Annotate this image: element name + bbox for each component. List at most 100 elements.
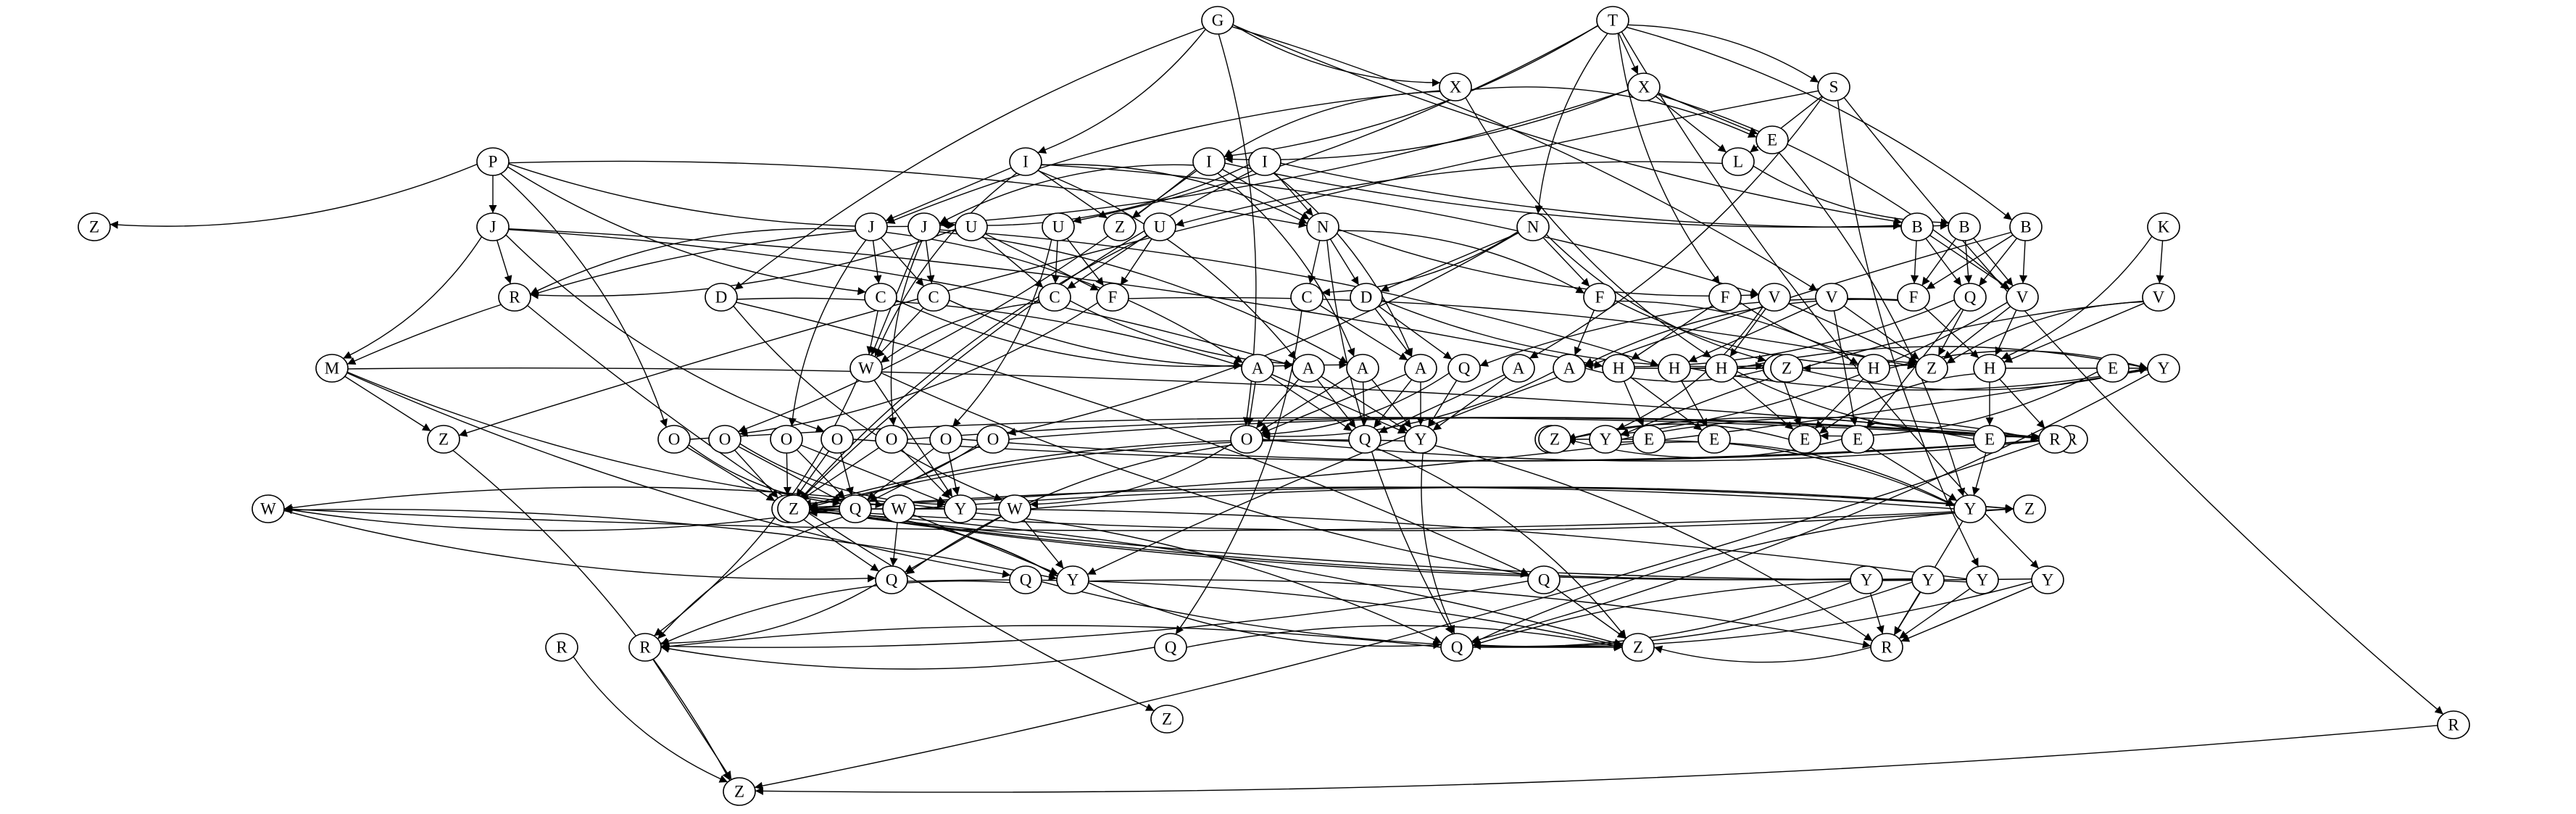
node-label: Z [439, 431, 449, 449]
graph-node: Z [78, 212, 111, 241]
node-label: R [509, 288, 520, 307]
graph-edge [1087, 231, 2011, 576]
graph-node: A [1292, 354, 1325, 383]
node-label: V [2016, 288, 2029, 307]
graph-edge [1427, 380, 1458, 428]
graph-node: Z [2013, 494, 2046, 523]
graph-node: Z [1150, 705, 1184, 734]
graph-edge [907, 417, 2056, 443]
graph-edge [1783, 381, 1802, 427]
graph-edge [733, 305, 1003, 502]
node-label: H [1868, 360, 1880, 378]
graph-node: A [1241, 354, 1274, 383]
graph-node: Q [1348, 425, 1382, 454]
graph-node: X [1439, 72, 1472, 101]
graph-edge [1866, 308, 1962, 428]
graph-node: Q [839, 494, 872, 523]
graph-node: O [820, 425, 854, 454]
graph-edge [1223, 25, 1598, 160]
graph-edge [1319, 304, 1408, 361]
graph-edge [1255, 378, 1300, 429]
graph-edge [1338, 228, 1759, 299]
graph-edge [1555, 588, 1626, 639]
graph-edge [573, 656, 728, 783]
node-ellipse [427, 425, 460, 454]
node-ellipse [1042, 212, 1075, 241]
node-ellipse [882, 494, 915, 523]
graph-edge [1088, 579, 1871, 649]
node-label: N [1527, 218, 1540, 236]
node-label: V [1769, 288, 1781, 307]
node-ellipse [476, 147, 510, 176]
node-ellipse [1404, 354, 1437, 383]
graph-node: Z [427, 425, 460, 454]
graph-edge [1655, 96, 1727, 153]
node-label: Y [2042, 571, 2054, 589]
graph-edge [1688, 303, 1818, 362]
node-label: H [1669, 360, 1681, 378]
node-ellipse [1658, 354, 1691, 383]
graph-edge [1321, 231, 1518, 296]
graph-edge [660, 580, 1529, 651]
graph-edge [1471, 373, 2150, 644]
graph-edge [1925, 238, 1962, 286]
graph-edge [1621, 440, 1955, 507]
node-label: R [2049, 431, 2061, 449]
graph-edge [939, 164, 1194, 224]
graph-edge [736, 297, 1242, 368]
node-label: H [1716, 360, 1728, 378]
node-label: A [1415, 360, 1427, 378]
node-ellipse [875, 425, 908, 454]
graph-edge [1910, 240, 1919, 284]
graph-node: U [1143, 212, 1176, 241]
node-label: Y [955, 500, 967, 518]
node-ellipse [1241, 354, 1274, 383]
graph-node: J [476, 212, 510, 241]
node-label: M [325, 360, 339, 378]
graph-edge [1972, 452, 1987, 496]
graph-edge [982, 236, 1044, 288]
node-ellipse [1096, 283, 1129, 312]
node-ellipse [1632, 425, 1666, 454]
graph-node: Z [1621, 633, 1655, 662]
graph-node: Y [1911, 565, 1945, 594]
graph-node: O [708, 425, 741, 454]
node-label: U [1052, 218, 1065, 236]
graph-edge [949, 299, 1293, 370]
node-label: Z [1927, 360, 1937, 378]
node-ellipse [252, 494, 285, 523]
node-label: V [1826, 288, 1838, 307]
graph-node: N [1516, 212, 1550, 241]
node-label: Z [734, 783, 744, 801]
node-ellipse [1192, 147, 1226, 176]
node-label: Z [1162, 710, 1172, 728]
node-label: K [2158, 218, 2170, 236]
graph-edge [1223, 91, 1441, 158]
node-ellipse [1502, 354, 1535, 383]
graph-edge [530, 228, 856, 295]
node-label: Y [1861, 571, 1873, 589]
node-ellipse [1009, 147, 1042, 176]
graph-node: B [1900, 212, 1934, 241]
node-ellipse [1698, 425, 1731, 454]
node-label: Q [1451, 639, 1463, 657]
graph-edge [803, 510, 1623, 647]
graph-edge [283, 504, 2014, 531]
graph-edge [1029, 443, 1232, 509]
graph-edge [1224, 89, 1629, 164]
node-ellipse [1911, 565, 1945, 594]
graph-edge [1380, 232, 1519, 292]
graph-edge [686, 447, 776, 502]
graph-edge [896, 299, 1242, 370]
node-label: V [2153, 288, 2165, 307]
graph-edge [799, 447, 880, 501]
graph-edge [1262, 371, 1555, 441]
graph-edge [904, 515, 1002, 573]
graph-edge [1893, 591, 1921, 636]
graph-node: A [1346, 354, 1379, 383]
graph-node: Q [1527, 565, 1561, 594]
graph-node: E [1973, 425, 2006, 454]
node-label: W [1007, 500, 1023, 518]
graph-edge [1246, 381, 1256, 426]
graph-node: E [1841, 425, 1874, 454]
